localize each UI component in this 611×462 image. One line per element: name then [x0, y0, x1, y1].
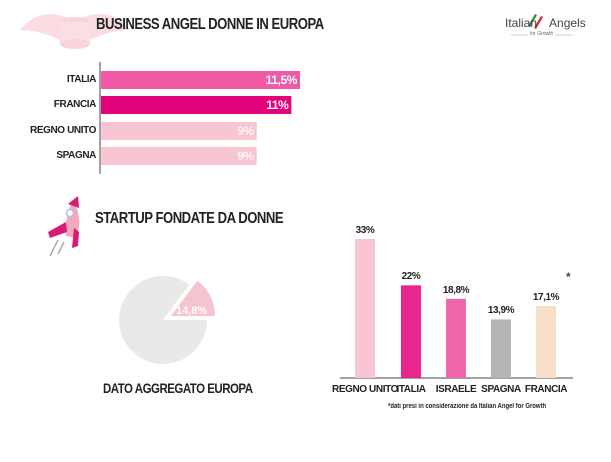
hbar-category-label: REGNO UNITO: [30, 125, 96, 136]
hbar-value-label: 9%: [237, 124, 254, 138]
vbar-value-label: 33%: [355, 225, 375, 236]
logo-subtitle: for Growth: [530, 31, 554, 37]
hbar-value-label: 11,5%: [265, 73, 298, 87]
startup-title: STARTUP FONDATE DA DONNE: [95, 210, 284, 227]
vbar-value-label: 18,8%: [442, 284, 470, 296]
vbar-2: [446, 298, 466, 378]
vbar-category-label: FRANCIA: [524, 384, 568, 395]
pie-slice-rest: [119, 275, 207, 364]
vbar-category-label: ISRAELE: [435, 384, 477, 395]
pie-slice-label: 14,8%: [176, 305, 208, 317]
hbar-value-label: 9%: [237, 149, 254, 163]
hbar-category-label: ITALIA: [66, 74, 96, 85]
hbar-1: [101, 96, 292, 114]
vbar-4: [536, 305, 556, 378]
vbar-category-label: SPAGNA: [481, 384, 521, 395]
hbar-category-label: FRANCIA: [53, 99, 97, 110]
vbar-3: [491, 319, 511, 378]
vbar-category-label: REGNO UNITO: [332, 384, 398, 395]
footnote: *dati presi in considerazione da Italian…: [388, 403, 547, 410]
hbar-category-label: SPAGNA: [56, 150, 96, 161]
business-angel-title: BUSINESS ANGEL DONNE IN EUROPA: [96, 16, 324, 33]
asterisk-note: *: [566, 270, 571, 284]
logo-text-right: Angels: [549, 16, 586, 30]
hbar-value-label: 11%: [266, 98, 289, 112]
vbar-value-label: 22%: [401, 271, 421, 283]
hbar-3: [101, 147, 257, 165]
rocket-icon: [48, 196, 80, 257]
logo-flag-icon: [528, 14, 543, 29]
italian-angels-logo: Italian Angels: [505, 16, 586, 30]
vbar-category-label: ITALIA: [396, 384, 426, 395]
pie-caption: DATO AGGREGATO EUROPA: [103, 380, 253, 396]
angel-coins-icon: [20, 14, 130, 49]
vbar-1: [401, 285, 421, 378]
vbar-value-label: 13,9%: [487, 305, 515, 317]
pie-slice-highlight: [171, 280, 216, 316]
vbar-value-label: 17,1%: [532, 291, 560, 303]
vbar-0: [355, 239, 375, 378]
logo-text-left: Italian: [505, 16, 538, 30]
hbar-0: [101, 71, 300, 89]
hbar-2: [101, 122, 257, 140]
